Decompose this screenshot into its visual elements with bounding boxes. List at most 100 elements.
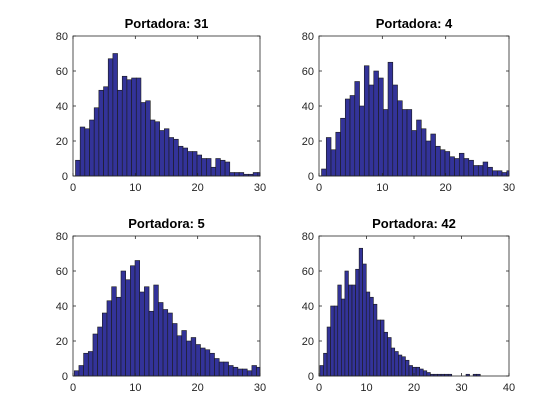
histogram-bar: [380, 319, 385, 377]
x-tick-label: 10: [129, 382, 141, 394]
x-tick-label: 0: [316, 182, 322, 194]
histogram-bar: [411, 130, 417, 177]
histogram-bar: [73, 370, 80, 377]
histogram-bar: [204, 349, 211, 377]
y-tick-label: 60: [302, 66, 314, 78]
histogram-bar: [325, 137, 332, 177]
histogram-bar: [167, 312, 173, 377]
histogram-bar: [237, 368, 243, 377]
histogram-bar: [176, 335, 183, 377]
histogram-bar: [333, 305, 339, 377]
y-tick-label: 40: [302, 301, 314, 313]
histogram-bar: [363, 65, 370, 177]
histogram-bar: [210, 166, 217, 177]
y-tick-label: 40: [302, 101, 314, 113]
histogram-bar: [106, 300, 112, 377]
histogram-bar: [477, 165, 484, 177]
histogram-bar: [415, 366, 421, 377]
histogram-bar: [449, 156, 455, 177]
histogram-bar: [172, 323, 178, 377]
x-tick-label: 30: [455, 382, 467, 394]
histogram-bar: [387, 337, 392, 377]
histogram-bar: [406, 109, 413, 177]
histogram-bar: [103, 86, 109, 177]
histogram-bar: [117, 89, 123, 177]
histogram-bar: [89, 119, 95, 177]
histogram-bar: [134, 260, 140, 377]
subplot-title: Portadora: 42: [372, 216, 456, 231]
histogram-bar: [369, 296, 374, 377]
histogram-bar: [355, 268, 360, 377]
histogram-bar: [195, 344, 201, 377]
histogram-bar: [130, 265, 136, 377]
histogram-bar: [214, 358, 220, 377]
subplot-title: Portadora: 4: [376, 16, 453, 31]
y-tick-label: 20: [56, 136, 68, 148]
histogram-bar: [454, 158, 460, 177]
histogram-bar: [335, 131, 341, 177]
histogram-bar: [392, 84, 398, 177]
histogram-bar: [348, 284, 353, 377]
x-tick-label: 20: [192, 382, 204, 394]
histogram-bar: [75, 159, 81, 177]
histogram-bar: [111, 286, 117, 377]
y-tick-label: 20: [302, 336, 314, 348]
histogram-bar: [153, 284, 159, 377]
y-tick-label: 0: [308, 371, 314, 383]
histogram-bar: [131, 77, 137, 177]
histogram-bar: [201, 158, 207, 177]
histogram-bar: [112, 53, 118, 177]
histogram-bar: [252, 172, 259, 177]
x-tick-label: 30: [254, 382, 266, 394]
histogram-bar: [405, 359, 410, 377]
histogram-bar: [168, 137, 174, 177]
histogram-bar: [463, 158, 470, 177]
bars: [321, 61, 510, 177]
histogram-bar: [401, 109, 408, 177]
histogram-bar: [232, 366, 239, 377]
subplot-title: Portadora: 5: [128, 216, 205, 231]
subplot-2: 0 10 20 30 0 20 40 60 80 Portadora: 4: [302, 16, 515, 194]
histogram-bar: [362, 263, 367, 377]
histogram-bar: [242, 368, 248, 377]
histogram-bar: [501, 172, 508, 177]
histogram-bar: [416, 119, 422, 177]
histogram-bar: [458, 152, 465, 177]
bars: [75, 53, 261, 177]
histogram-bar: [344, 98, 351, 177]
histogram-bar: [190, 337, 197, 377]
histogram-bar: [120, 270, 126, 377]
histogram-bar: [422, 370, 428, 377]
bars: [319, 247, 481, 377]
x-tick-label: 20: [408, 382, 420, 394]
histogram-bar: [330, 305, 335, 377]
histogram-bar: [444, 151, 451, 177]
histogram-bar: [383, 331, 388, 377]
histogram-bar: [135, 77, 142, 177]
histogram-bar: [326, 326, 331, 377]
y-tick-label: 40: [56, 101, 68, 113]
y-tick-label: 0: [62, 371, 68, 383]
histogram-bar: [468, 159, 474, 177]
histogram-bar: [344, 270, 349, 377]
histogram-bar: [220, 159, 226, 177]
histogram-bar: [228, 365, 234, 377]
histogram-bar: [251, 365, 257, 377]
histogram-bar: [487, 166, 493, 177]
histogram-bar: [349, 95, 356, 177]
histogram-bar: [97, 326, 103, 377]
y-tick-label: 0: [62, 171, 68, 183]
histogram-bar: [358, 247, 364, 377]
x-tick-label: 10: [376, 182, 388, 194]
y-tick-label: 0: [308, 171, 314, 183]
y-tick-label: 80: [302, 31, 314, 43]
histogram-bar: [340, 117, 346, 177]
histogram-bar: [359, 105, 365, 177]
histogram-bar: [125, 279, 131, 377]
histogram-bar: [430, 133, 436, 177]
histogram-bar: [351, 284, 356, 377]
histogram-bar: [182, 147, 189, 177]
histogram-bar: [408, 365, 413, 377]
x-tick-label: 40: [503, 382, 515, 394]
